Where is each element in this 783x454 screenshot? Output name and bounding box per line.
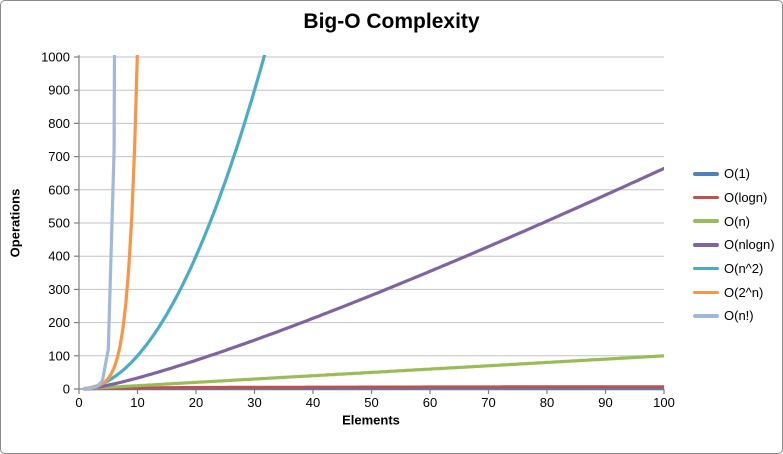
y-tick-label-700: 700	[48, 149, 70, 164]
series-line-o-n-2[interactable]	[83, 1, 299, 391]
y-tick-label-100: 100	[48, 348, 70, 363]
x-tick-label-30: 30	[247, 395, 261, 410]
legend-label-o-1: O(1)	[724, 166, 750, 182]
y-tick-label-1000: 1000	[41, 50, 70, 65]
legend-marker-o-n	[693, 314, 719, 318]
legend-marker-o-2-n	[693, 290, 719, 295]
y-tick-label-500: 500	[48, 216, 70, 231]
x-axis-title: Elements	[342, 412, 400, 428]
y-tick-label-200: 200	[48, 315, 70, 330]
legend-marker-o-1	[693, 172, 719, 176]
y-tick-label-400: 400	[48, 249, 70, 264]
x-tick-label-60: 60	[423, 395, 437, 410]
legend-marker-o-n-2	[693, 266, 719, 271]
x-tick-label-50: 50	[364, 395, 378, 410]
series-line-o-n[interactable]	[83, 354, 664, 391]
legend-item-o-nlogn[interactable]: O(nlogn)	[693, 233, 775, 257]
legend-label-o-logn: O(logn)	[724, 190, 768, 206]
y-tick-label-800: 800	[48, 116, 70, 131]
chart-title: Big-O Complexity	[303, 10, 480, 33]
legend-item-o-n[interactable]: O(n)	[693, 209, 775, 233]
y-tick-label-300: 300	[48, 282, 70, 297]
legend-label-o-n: O(n)	[724, 213, 750, 229]
y-tick-label-900: 900	[48, 83, 70, 98]
legend-marker-o-logn	[693, 195, 719, 200]
legend-label-o-2-n: O(2^n)	[724, 284, 764, 300]
legend-item-o-n-2[interactable]: O(n^2)	[693, 257, 775, 281]
legend-marker-o-n	[693, 219, 719, 223]
y-tick-label-0: 0	[63, 382, 70, 397]
series-line-o-nlogn[interactable]	[83, 166, 664, 391]
x-tick-label-20: 20	[189, 395, 203, 410]
x-tick-label-100: 100	[653, 395, 675, 410]
y-axis-title: Operations	[7, 188, 23, 258]
legend-label-o-nlogn: O(nlogn)	[724, 237, 775, 253]
legend-marker-o-nlogn	[693, 243, 719, 247]
series-line-o-logn[interactable]	[83, 385, 664, 391]
y-tick-label-600: 600	[48, 182, 70, 197]
legend-item-o-logn[interactable]: O(logn)	[693, 186, 775, 210]
legend-item-o-1[interactable]: O(1)	[693, 162, 775, 186]
legend-item-o-2-n[interactable]: O(2^n)	[693, 280, 775, 304]
x-tick-label-90: 90	[598, 395, 612, 410]
legend-item-o-n[interactable]: O(n!)	[693, 304, 775, 328]
legend-label-o-n-2: O(n^2)	[724, 261, 764, 277]
x-tick-label-10: 10	[130, 395, 144, 410]
x-tick-label-40: 40	[306, 395, 320, 410]
legend-label-o-n: O(n!)	[724, 308, 754, 324]
x-tick-label-70: 70	[481, 395, 495, 410]
x-tick-label-0: 0	[75, 395, 82, 410]
series-line-o-n[interactable]	[83, 1, 120, 391]
legend: O(1) O(logn) O(n) O(nlogn) O(n^2) O(2^n) O(n!)	[693, 162, 775, 328]
x-tick-label-80: 80	[540, 395, 554, 410]
